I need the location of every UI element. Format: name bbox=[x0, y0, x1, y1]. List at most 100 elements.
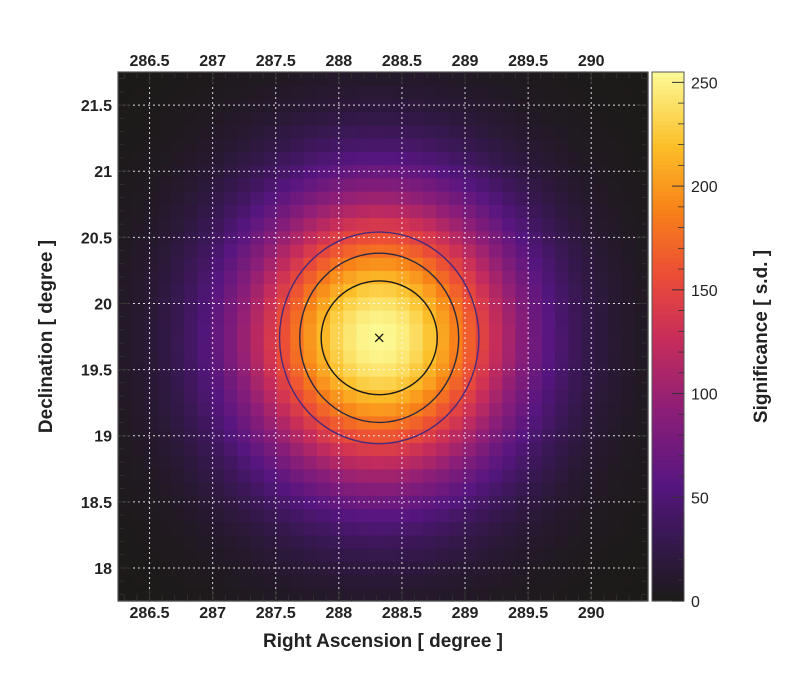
heatmap-cell bbox=[515, 521, 530, 536]
heatmap-cell bbox=[343, 85, 358, 100]
heatmap-cell bbox=[157, 204, 172, 219]
heatmap-cell bbox=[396, 376, 411, 390]
heatmap-cell bbox=[171, 204, 185, 219]
heatmap-cell bbox=[369, 138, 384, 152]
heatmap-cell bbox=[157, 138, 172, 152]
heatmap-cell bbox=[237, 323, 252, 338]
heatmap-cell bbox=[621, 310, 636, 324]
heatmap-cell bbox=[634, 310, 649, 324]
heatmap-cell bbox=[237, 521, 252, 536]
heatmap-cell bbox=[303, 402, 318, 417]
heatmap-cell bbox=[210, 468, 225, 483]
heatmap-cell bbox=[436, 111, 450, 126]
heatmap-cell bbox=[449, 283, 464, 298]
heatmap-cell bbox=[118, 455, 132, 470]
heatmap-cell bbox=[118, 481, 132, 496]
heatmap-cell bbox=[502, 138, 517, 152]
heatmap-cell bbox=[608, 442, 623, 457]
heatmap-cell bbox=[462, 323, 477, 338]
heatmap-cell bbox=[489, 151, 503, 166]
heatmap-cell bbox=[330, 204, 344, 219]
heatmap-cell bbox=[144, 283, 159, 298]
heatmap-cell bbox=[369, 124, 384, 139]
heatmap-cell bbox=[237, 85, 252, 100]
heatmap-cell bbox=[502, 574, 517, 589]
heatmap-cell bbox=[290, 257, 305, 271]
heatmap-cell bbox=[356, 124, 371, 139]
heatmap-cell bbox=[131, 138, 146, 152]
heatmap-cell bbox=[515, 389, 530, 404]
heatmap-cell bbox=[595, 574, 609, 589]
heatmap-cell bbox=[409, 574, 424, 589]
heatmap-cell bbox=[581, 548, 596, 562]
heatmap-cell bbox=[608, 72, 623, 86]
colorbar-segment bbox=[652, 561, 684, 567]
heatmap-cell bbox=[595, 310, 609, 324]
heatmap-cell bbox=[489, 98, 503, 113]
heatmap-cell bbox=[131, 257, 146, 271]
heatmap-cell bbox=[144, 587, 159, 602]
heatmap-cell bbox=[555, 574, 570, 589]
heatmap-cell bbox=[475, 349, 490, 364]
heatmap-cell bbox=[343, 98, 358, 113]
heatmap-cell bbox=[237, 455, 252, 470]
heatmap-cell bbox=[369, 72, 384, 86]
heatmap-cell bbox=[171, 481, 185, 496]
heatmap-cell bbox=[224, 548, 238, 562]
heatmap-cell bbox=[210, 111, 225, 126]
heatmap-cell bbox=[409, 376, 424, 390]
heatmap-cell bbox=[436, 310, 450, 324]
heatmap-cell bbox=[131, 442, 146, 457]
heatmap-cell bbox=[277, 508, 291, 523]
heatmap-cell bbox=[568, 257, 583, 271]
heatmap-cell bbox=[263, 508, 278, 523]
heatmap-cell bbox=[515, 376, 530, 390]
heatmap-cell bbox=[489, 323, 503, 338]
heatmap-cell bbox=[396, 481, 411, 496]
heatmap-cell bbox=[515, 230, 530, 245]
heatmap-cell bbox=[369, 164, 384, 179]
heatmap-cell bbox=[224, 481, 238, 496]
colorbar-segment bbox=[652, 349, 684, 355]
heatmap-cell bbox=[595, 138, 609, 152]
heatmap-cell bbox=[595, 349, 609, 364]
heatmap-cell bbox=[383, 151, 397, 166]
heatmap-cell bbox=[436, 455, 450, 470]
heatmap-cell bbox=[449, 415, 464, 430]
heatmap-cell bbox=[144, 468, 159, 483]
heatmap-cell bbox=[290, 508, 305, 523]
heatmap-cell bbox=[489, 548, 503, 562]
heatmap-cell bbox=[528, 191, 543, 205]
heatmap-cell bbox=[621, 151, 636, 166]
colorbar-segment bbox=[652, 283, 684, 289]
heatmap-cell bbox=[250, 548, 265, 562]
heatmap-cell bbox=[157, 534, 172, 549]
heatmap-cell bbox=[528, 362, 543, 377]
heatmap-cell bbox=[356, 574, 371, 589]
colorbar-segment bbox=[652, 433, 684, 439]
heatmap-cell bbox=[369, 85, 384, 100]
heatmap-cell bbox=[210, 230, 225, 245]
heatmap-cell bbox=[356, 138, 371, 152]
heatmap-cell bbox=[581, 349, 596, 364]
colorbar-title: Significance [ s.d. ] bbox=[751, 250, 772, 423]
heatmap-cell bbox=[528, 72, 543, 86]
heatmap-cell bbox=[436, 415, 450, 430]
heatmap-cell bbox=[224, 574, 238, 589]
heatmap-cell bbox=[118, 376, 132, 390]
heatmap-cell bbox=[250, 389, 265, 404]
heatmap-cell bbox=[409, 243, 424, 258]
heatmap-cell bbox=[263, 349, 278, 364]
heatmap-cell bbox=[303, 230, 318, 245]
heatmap-cell bbox=[528, 151, 543, 166]
colorbar-segment bbox=[652, 380, 684, 386]
heatmap-cell bbox=[568, 455, 583, 470]
heatmap-cell bbox=[409, 164, 424, 179]
heatmap-cell bbox=[528, 508, 543, 523]
heatmap-cell bbox=[144, 270, 159, 285]
heatmap-cell bbox=[118, 257, 132, 271]
heatmap-cell bbox=[528, 415, 543, 430]
heatmap-cell bbox=[343, 191, 358, 205]
heatmap-cell bbox=[210, 323, 225, 338]
heatmap-cell bbox=[303, 415, 318, 430]
